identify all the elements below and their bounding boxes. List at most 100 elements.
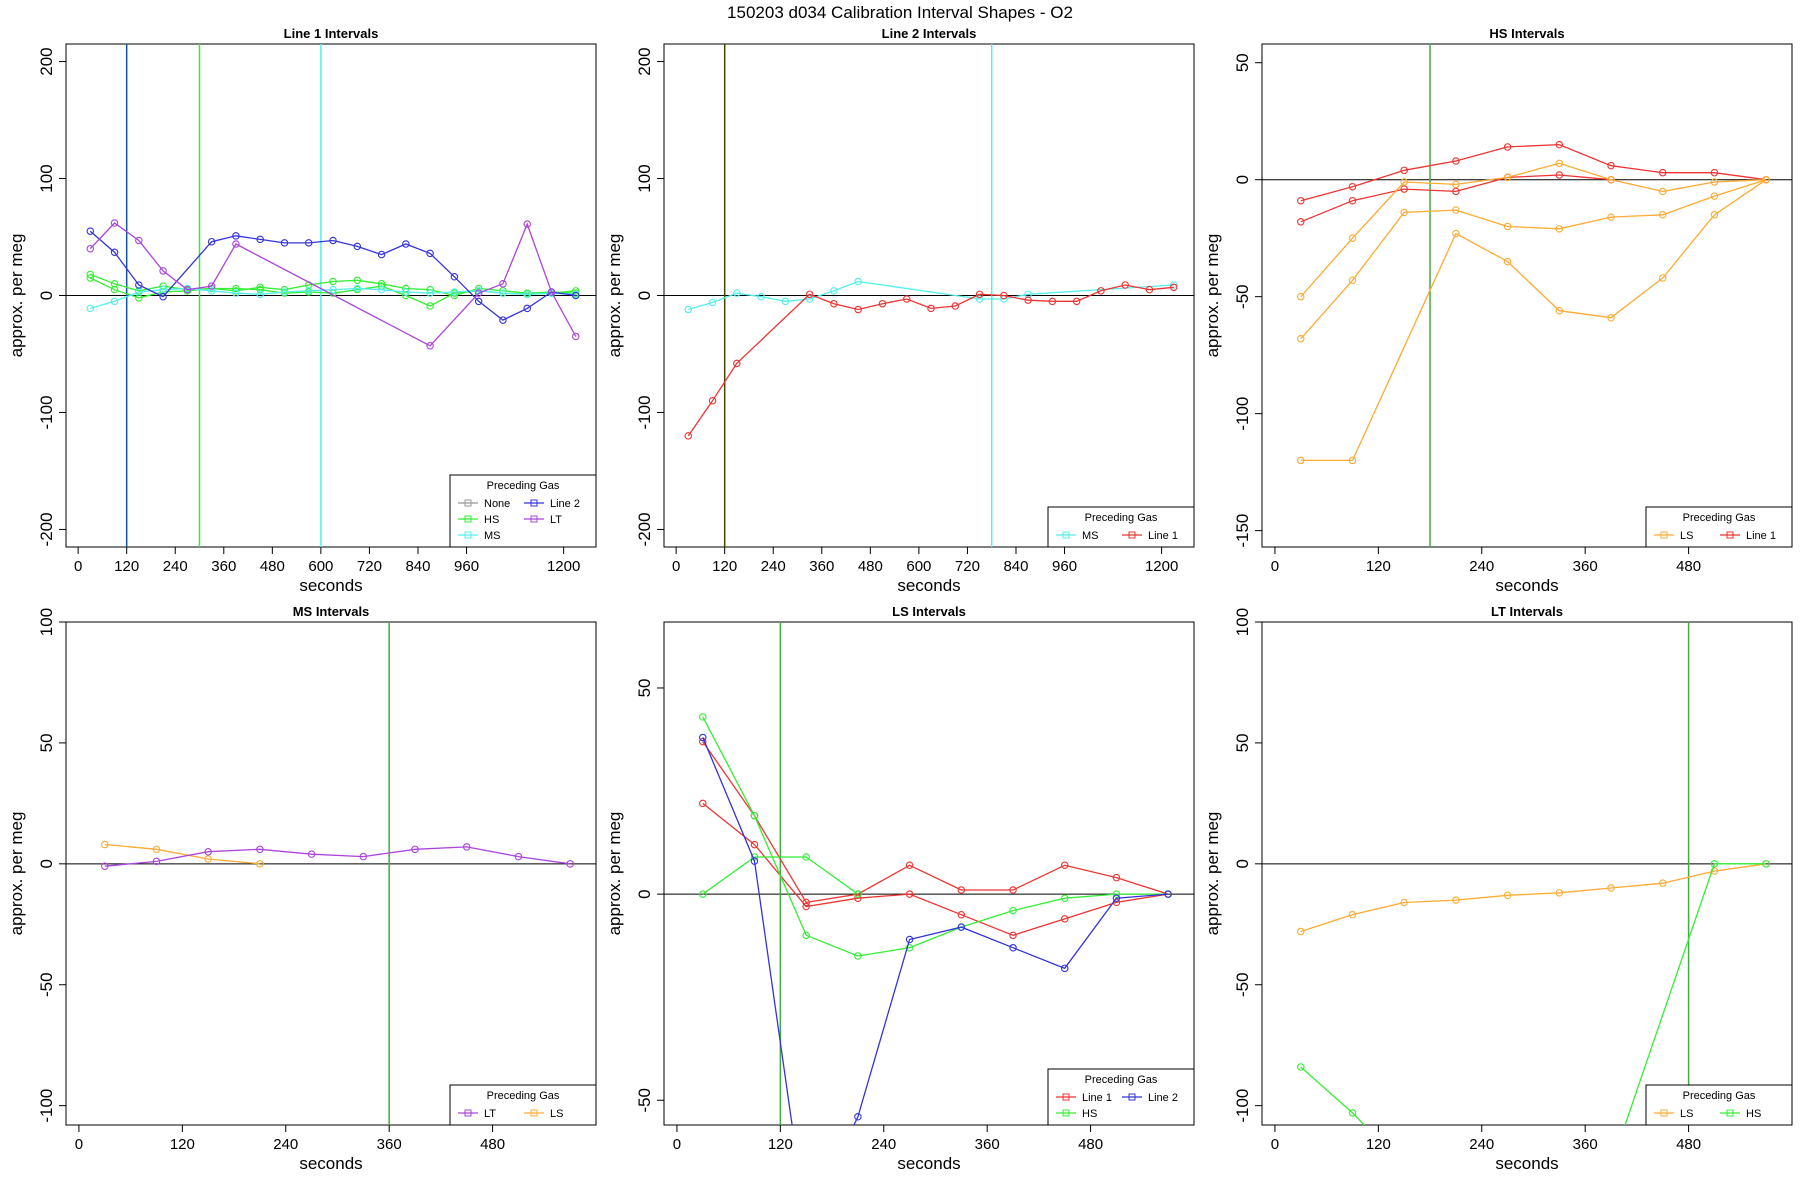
data-point [733, 289, 741, 297]
x-tick-label: 720 [955, 558, 980, 575]
data-point [135, 281, 143, 289]
x-tick-label: 120 [114, 558, 139, 575]
data-point [1710, 211, 1719, 219]
data-point [1009, 931, 1017, 940]
plot-frame [1261, 43, 1793, 548]
legend: Preceding Gas LS HS [1645, 1084, 1793, 1126]
y-tick-label: 50 [1233, 53, 1252, 72]
chart-panel-ms-intervals: MS Intervals 0 120 240 360 480 -100 -50 0 50 100 se… [7, 604, 597, 1173]
data-point [110, 280, 119, 288]
series-ms [86, 284, 580, 313]
x-tick-label: 960 [454, 558, 479, 575]
legend-label: LS [550, 1108, 563, 1120]
y-tick-label: -150 [1233, 514, 1252, 548]
y-tick-label: -200 [37, 512, 56, 546]
y-tick-label: -50 [1233, 284, 1252, 309]
series-line-2 [699, 733, 1172, 1125]
data-point [377, 285, 386, 294]
y-tick-label: 50 [635, 679, 654, 698]
x-tick-label: 1200 [1145, 558, 1178, 575]
series-line [687, 284, 1174, 437]
data-point [1009, 906, 1017, 915]
data-point [1348, 182, 1357, 191]
data-point [280, 288, 289, 296]
data-point [733, 359, 741, 368]
chart-panel-hs-intervals: HS Intervals 0 120 240 360 480 -150 -100 -50 0 50 s… [1203, 26, 1793, 595]
y-tick-label: 50 [37, 733, 56, 752]
data-point [1452, 157, 1460, 165]
data-point [204, 847, 212, 856]
y-tick-label: 0 [635, 889, 654, 898]
x-tick-label: 240 [163, 558, 188, 575]
legend-swatch-marker [1128, 531, 1136, 539]
data-point [781, 297, 790, 306]
data-point [1452, 187, 1460, 196]
y-tick-label: 100 [37, 608, 56, 636]
data-point [699, 733, 707, 742]
data-point [1607, 313, 1615, 322]
legend-box [1645, 1084, 1793, 1126]
data-point [232, 289, 240, 297]
x-tick-label: 360 [211, 558, 236, 575]
data-point [805, 295, 814, 303]
data-point [684, 432, 693, 440]
data-point [750, 812, 759, 820]
data-point [905, 943, 914, 952]
data-point [1503, 257, 1512, 266]
data-point [256, 845, 264, 854]
y-axis-label: approx. per meg [7, 234, 26, 358]
series-hs [699, 853, 862, 898]
x-tick-label: 120 [1366, 1136, 1391, 1153]
legend-swatch-marker [464, 499, 472, 507]
data-point [802, 902, 810, 911]
data-point [1348, 910, 1357, 919]
data-point [523, 220, 531, 228]
series-line [1300, 179, 1767, 462]
x-tick-label: 360 [975, 1136, 1000, 1153]
data-point [1024, 290, 1032, 299]
y-tick-label: -50 [37, 972, 56, 997]
series-line [702, 716, 1169, 957]
legend-entry-line-2: Line 2 [1122, 1092, 1178, 1104]
data-point [1348, 456, 1357, 465]
series-line-2 [86, 227, 580, 324]
series-line-1 [699, 737, 1172, 907]
data-point [329, 236, 337, 245]
data-point [1009, 886, 1017, 894]
x-tick-label: 0 [74, 558, 82, 575]
x-tick-label: 600 [308, 558, 333, 575]
data-point [1555, 889, 1564, 897]
data-point [426, 289, 434, 297]
legend-entry-ls: LS [1654, 530, 1693, 542]
data-point [1503, 222, 1512, 231]
data-point [159, 267, 167, 275]
series-line [702, 856, 859, 895]
legend-label: HS [1082, 1108, 1097, 1120]
data-point [1009, 943, 1017, 952]
data-point [1297, 1063, 1305, 1071]
x-tick-label: 360 [809, 558, 834, 575]
data-point [1297, 292, 1305, 301]
data-point [1503, 891, 1512, 900]
data-point [256, 860, 264, 868]
data-point [1401, 1163, 1407, 1169]
data-point [684, 305, 693, 314]
data-point [1607, 175, 1615, 184]
data-point [1608, 1163, 1614, 1169]
data-point [499, 289, 507, 297]
data-point [1060, 915, 1069, 923]
data-point [204, 855, 212, 863]
data-point [1607, 161, 1615, 170]
data-point [1452, 229, 1460, 238]
legend-box [1047, 506, 1195, 548]
y-axis-label: approx. per meg [605, 812, 624, 936]
y-tick-label: -100 [37, 1089, 56, 1123]
data-point [110, 219, 119, 227]
data-point [1400, 185, 1408, 193]
series-ls [1297, 175, 1770, 465]
x-tick-label: 480 [260, 558, 285, 575]
series-line [1300, 162, 1767, 298]
legend-title: Preceding Gas [487, 1090, 560, 1102]
legend-swatch-marker [1062, 1109, 1070, 1117]
